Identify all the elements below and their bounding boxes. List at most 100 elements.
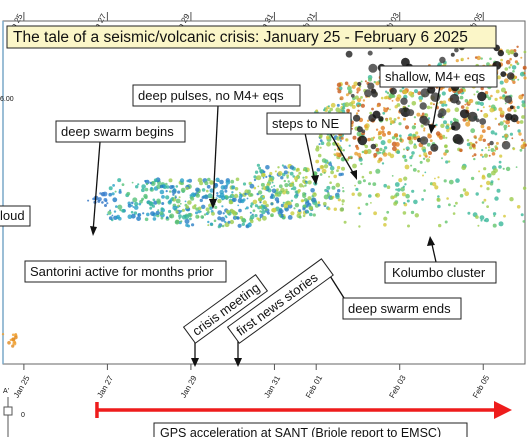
- quake-point: [195, 211, 198, 215]
- quake-point: [333, 174, 338, 179]
- quake-point: [394, 105, 398, 109]
- quake-point: [460, 57, 464, 62]
- quake-point: [231, 193, 234, 196]
- quake-point: [492, 212, 497, 216]
- quake-point: [191, 223, 195, 227]
- quake-point: [283, 214, 286, 217]
- quake-point: [487, 146, 491, 149]
- quake-point: [429, 139, 433, 143]
- quake-point: [216, 192, 219, 195]
- quake-point: [127, 203, 132, 208]
- quake-point: [107, 210, 112, 215]
- quake-point: [214, 205, 218, 209]
- quake-point: [479, 118, 487, 125]
- quake-point: [459, 193, 464, 198]
- quake-point: [355, 112, 359, 115]
- quake-point: [262, 215, 267, 221]
- quake-point: [169, 213, 175, 219]
- quake-point: [441, 157, 443, 160]
- quake-point: [382, 152, 388, 157]
- quake-point: [285, 188, 288, 192]
- quake-point: [195, 214, 200, 219]
- quake-point: [434, 185, 439, 190]
- quake-point: [270, 186, 273, 188]
- quake-point: [194, 204, 197, 207]
- quake-point: [459, 148, 463, 153]
- quake-point: [312, 192, 317, 197]
- quake-point: [404, 164, 410, 170]
- quake-point: [465, 118, 468, 120]
- quake-point: [304, 184, 307, 187]
- quake-point: [14, 335, 18, 340]
- gps-arrowhead: [494, 401, 512, 419]
- quake-point: [277, 166, 280, 169]
- quake-point: [1, 333, 5, 336]
- quake-point: [292, 186, 297, 191]
- quake-point: [453, 204, 456, 208]
- quake-point: [259, 201, 262, 204]
- quake-point: [224, 189, 228, 193]
- quake-point: [369, 111, 373, 115]
- quake-point: [174, 196, 177, 199]
- quake-point: [336, 103, 340, 107]
- quake-point: [473, 153, 477, 157]
- quake-point: [218, 194, 222, 199]
- quake-point: [521, 100, 525, 104]
- quake-point: [206, 184, 211, 189]
- quake-point: [499, 154, 503, 158]
- quake-point: [239, 193, 242, 196]
- quake-point: [392, 146, 397, 152]
- quake-point: [413, 136, 417, 141]
- quake-point: [309, 212, 313, 217]
- quake-point: [419, 136, 429, 145]
- quake-point: [455, 136, 464, 145]
- quake-point: [108, 186, 113, 191]
- quake-point: [418, 95, 424, 101]
- quake-point: [401, 192, 406, 197]
- quake-point: [273, 184, 276, 187]
- quake-point: [283, 170, 288, 175]
- quake-point: [342, 149, 345, 152]
- quake-point: [236, 216, 240, 220]
- quake-point: [419, 102, 427, 110]
- quake-point: [439, 56, 446, 64]
- quake-point: [148, 201, 154, 207]
- arrowhead-crisis-meeting: [191, 358, 199, 367]
- quake-point: [360, 103, 365, 108]
- quake-point: [357, 192, 362, 197]
- quake-point: [519, 148, 523, 152]
- quake-point: [337, 89, 342, 94]
- quake-point: [462, 188, 467, 192]
- quake-point: [181, 208, 185, 212]
- quake-point: [387, 131, 392, 136]
- quake-point: [319, 139, 323, 143]
- quake-point: [250, 193, 254, 197]
- quake-point: [380, 140, 386, 146]
- quake-point: [486, 126, 491, 131]
- quake-point: [479, 215, 485, 221]
- quake-point: [238, 191, 241, 194]
- quake-point: [319, 133, 323, 138]
- quake-point: [97, 199, 101, 203]
- quake-point: [178, 214, 182, 219]
- quake-point: [213, 219, 217, 223]
- quake-point: [357, 152, 362, 157]
- quake-point: [351, 84, 356, 89]
- quake-point: [360, 80, 363, 83]
- quake-point: [379, 151, 382, 154]
- quake-point: [302, 176, 305, 179]
- quake-point: [376, 104, 380, 108]
- quake-point: [480, 153, 483, 157]
- quake-point: [138, 202, 142, 206]
- quake-point: [516, 205, 521, 209]
- quake-point: [209, 206, 213, 210]
- quake-point: [300, 199, 304, 203]
- quake-point: [503, 124, 508, 129]
- quake-point: [237, 204, 240, 207]
- quake-point: [358, 212, 362, 216]
- quake-point: [418, 154, 422, 158]
- quake-point: [290, 199, 294, 202]
- quake-point: [367, 50, 373, 56]
- quake-point: [445, 160, 449, 164]
- quake-point: [217, 210, 223, 216]
